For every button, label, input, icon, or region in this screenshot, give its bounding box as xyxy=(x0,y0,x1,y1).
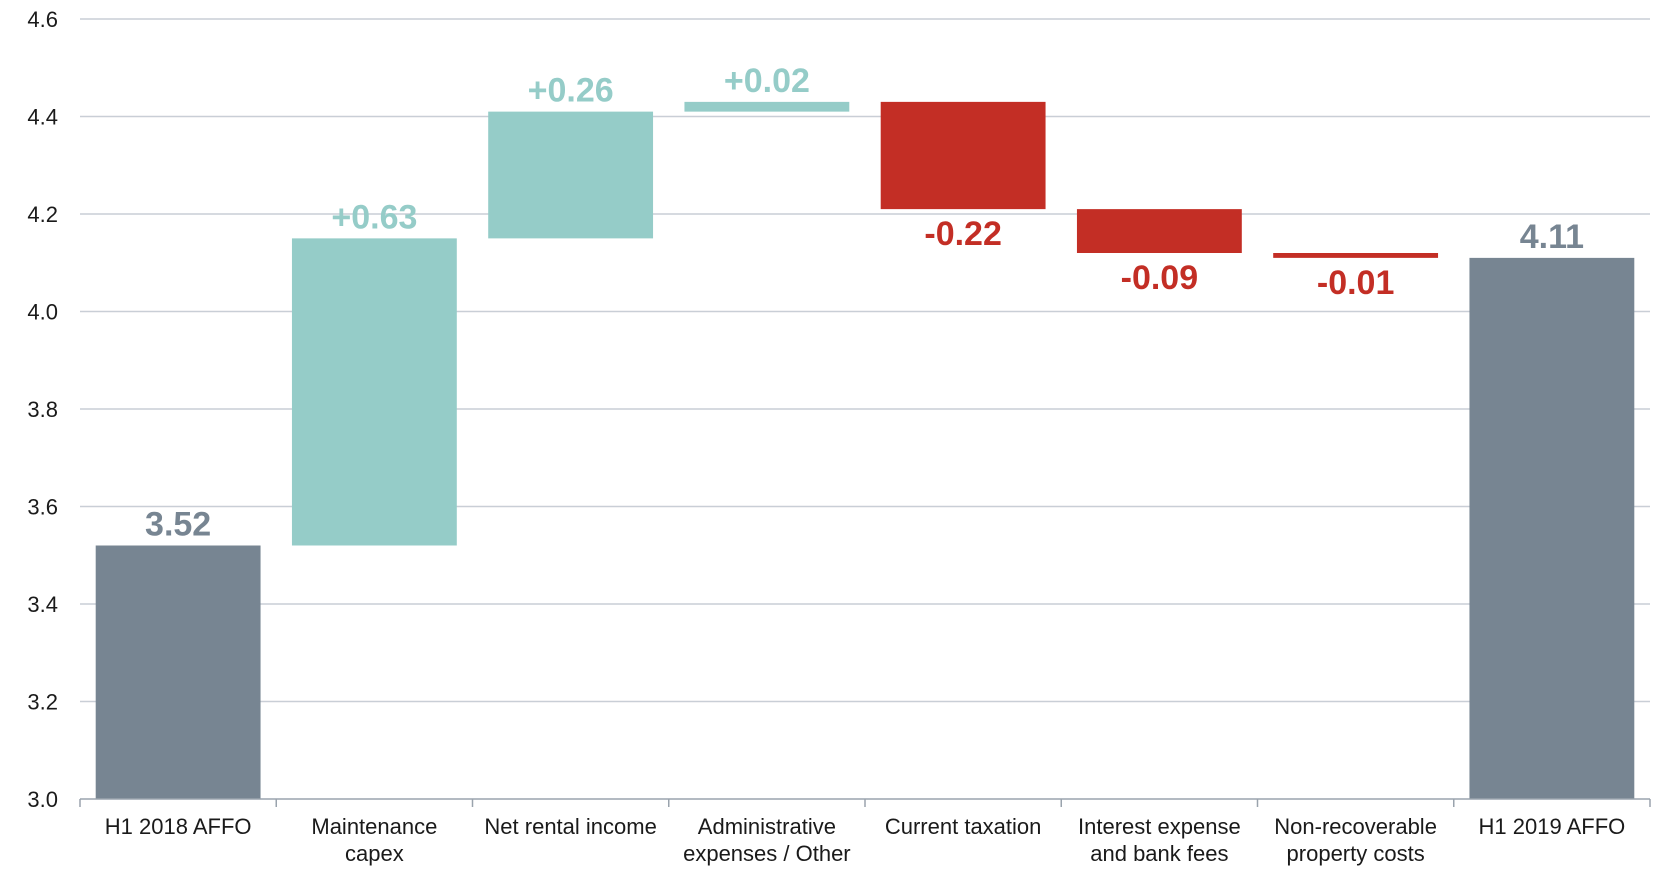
data-label: -0.09 xyxy=(1121,259,1199,297)
category-label-line: H1 2019 AFFO xyxy=(1479,814,1626,839)
y-tick-label: 3.4 xyxy=(27,592,58,617)
category-label-line: Interest expense xyxy=(1078,814,1241,839)
category-label-line: Administrative xyxy=(698,814,836,839)
bar-increase xyxy=(684,101,850,112)
x-axis: H1 2018 AFFO Maintenance capex Net rental i… xyxy=(79,798,1651,866)
bar-decrease xyxy=(880,101,1046,210)
category-label: Interest expense and bank fees xyxy=(1078,814,1241,866)
bar-increase xyxy=(291,238,457,546)
data-label: +0.26 xyxy=(528,72,614,110)
bar-decrease xyxy=(1273,253,1439,258)
category-label: Administrative expenses / Other xyxy=(683,814,851,866)
category-label: H1 2018 AFFO xyxy=(105,814,252,839)
y-tick-label: 3.6 xyxy=(27,495,58,520)
data-labels: 3.52 +0.63 +0.26 +0.02 -0.22 -0.09 -0.01 4.11 xyxy=(145,62,1584,544)
y-tick-label: 4.2 xyxy=(27,202,58,227)
category-label: Maintenance capex xyxy=(311,814,437,866)
category-label-line: property costs xyxy=(1287,841,1425,866)
category-label-line: Current taxation xyxy=(885,814,1042,839)
category-label-line: Net rental income xyxy=(484,814,656,839)
y-tick-label: 3.0 xyxy=(27,787,58,812)
category-label: H1 2019 AFFO xyxy=(1479,814,1626,839)
data-label: +0.63 xyxy=(331,198,417,236)
bar-total xyxy=(1469,257,1635,799)
y-tick-label: 3.8 xyxy=(27,397,58,422)
category-label-line: H1 2018 AFFO xyxy=(105,814,252,839)
bar-increase xyxy=(488,111,654,239)
category-label-line: and bank fees xyxy=(1090,841,1228,866)
y-tick-label: 4.0 xyxy=(27,300,58,325)
bar-total xyxy=(95,545,261,799)
bar-decrease xyxy=(1076,209,1242,253)
bars xyxy=(95,101,1635,799)
category-label-line: Maintenance xyxy=(311,814,437,839)
data-label: +0.02 xyxy=(724,62,810,100)
category-label: Current taxation xyxy=(885,814,1042,839)
category-label: Non-recoverable property costs xyxy=(1274,814,1437,866)
y-tick-label: 3.2 xyxy=(27,690,58,715)
y-tick-label: 4.4 xyxy=(27,105,58,130)
data-label: -0.22 xyxy=(924,215,1002,253)
category-label-line: Non-recoverable xyxy=(1274,814,1437,839)
category-label-line: capex xyxy=(345,841,404,866)
data-label: 4.11 xyxy=(1520,218,1584,256)
data-label: -0.01 xyxy=(1317,264,1395,302)
category-label: Net rental income xyxy=(484,814,656,839)
category-label-line: expenses / Other xyxy=(683,841,851,866)
data-label: 3.52 xyxy=(145,506,211,544)
y-tick-label: 4.6 xyxy=(27,7,58,32)
y-axis-ticks: 3.0 3.2 3.4 3.6 3.8 4.0 4.2 4.4 4.6 xyxy=(27,7,58,812)
